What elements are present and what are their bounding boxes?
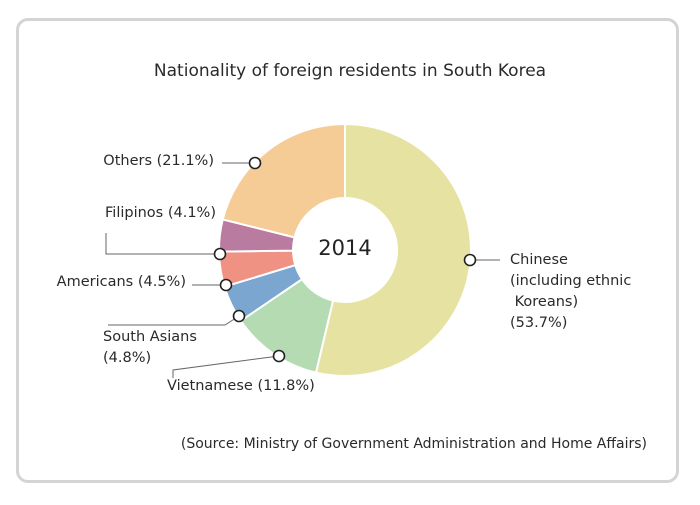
leader-marker-vietnamese	[272, 349, 286, 363]
leader-marker-filipinos	[213, 247, 227, 261]
leader-line-filipinos	[105, 233, 220, 255]
chart-card	[16, 18, 679, 483]
label-south-asians-line-1: South Asians	[103, 329, 197, 345]
label-south-asians: South Asians (4.8%)	[103, 327, 197, 369]
label-others-line-1: Others (21.1%)	[103, 153, 214, 169]
label-chinese-line-4: (53.7%)	[510, 315, 568, 331]
label-americans: Americans (4.5%)	[57, 272, 186, 293]
label-filipinos: Filipinos (4.1%)	[105, 203, 216, 224]
leader-line-vietnamese	[172, 355, 280, 378]
slice-others	[221, 122, 346, 239]
label-others: Others (21.1%)	[103, 151, 214, 172]
chart-title: Nationality of foreign residents in Sout…	[153, 61, 547, 81]
leader-marker-others	[248, 156, 262, 170]
label-filipinos-line-1: Filipinos (4.1%)	[105, 205, 216, 221]
source-note: (Source: Ministry of Government Administ…	[180, 436, 647, 452]
label-chinese-line-3: Koreans)	[510, 294, 579, 310]
leader-line-south-asians	[108, 315, 240, 326]
label-chinese: Chinese (including ethnic Koreans) (53.7…	[510, 250, 631, 334]
center-year-label: 2014	[318, 236, 372, 260]
label-vietnamese-line-1: Vietnamese (11.8%)	[167, 378, 315, 394]
leader-marker-chinese	[463, 253, 477, 267]
leader-marker-south-asians	[232, 309, 246, 323]
label-south-asians-line-2: (4.8%)	[103, 350, 152, 366]
label-chinese-line-1: Chinese	[510, 252, 568, 268]
leader-marker-americans	[219, 278, 233, 292]
slice-chinese	[314, 122, 472, 377]
donut-slices	[217, 122, 472, 377]
label-americans-line-1: Americans (4.5%)	[56, 274, 186, 290]
leader-lines	[105, 156, 500, 378]
label-vietnamese: Vietnamese (11.8%)	[167, 376, 315, 397]
label-chinese-line-2: (including ethnic	[510, 273, 632, 289]
